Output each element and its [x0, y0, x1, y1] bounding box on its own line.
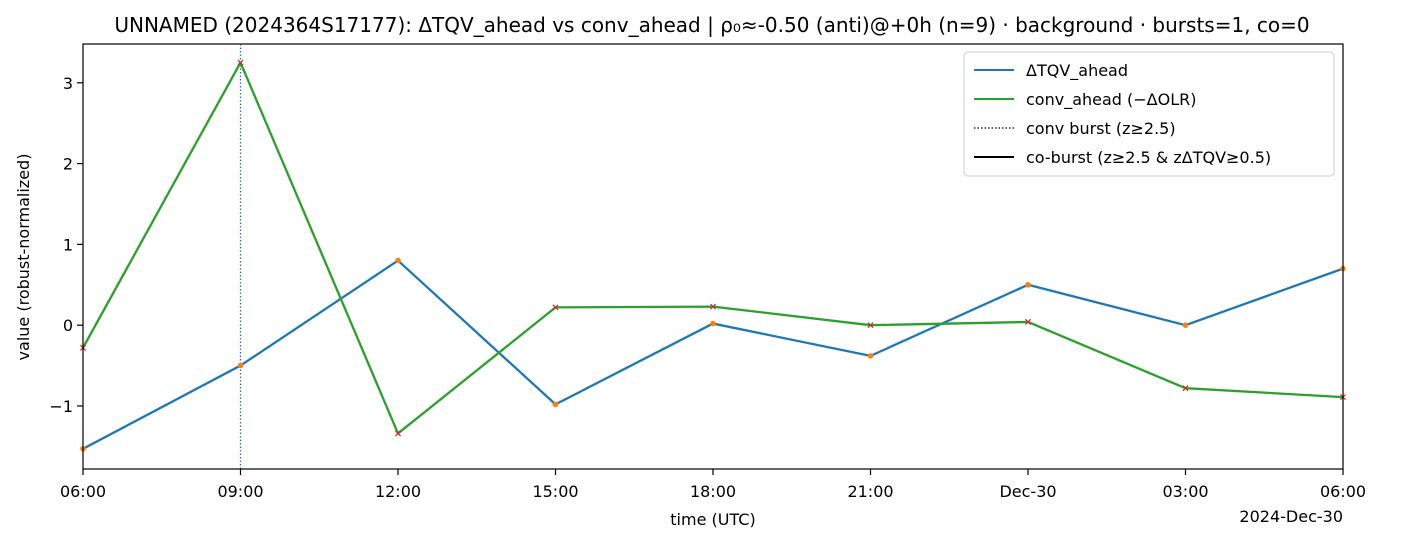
legend-label-2: conv burst (z≥2.5) [1026, 119, 1176, 138]
y-tick-label-0: −1 [49, 397, 73, 416]
point-stroke-b [394, 430, 402, 437]
legend-label-3: co-burst (z≥2.5 & zΔTQV≥0.5) [1026, 148, 1271, 167]
series-1-point-2 [394, 430, 402, 437]
series-1-point-7 [1182, 385, 1189, 392]
series-1-point-3 [552, 304, 559, 311]
point-stroke-b [1182, 385, 1189, 392]
y-axis-label: value (robust-normalized) [14, 154, 33, 361]
x-offset-label: 2024-Dec-30 [1239, 507, 1343, 526]
series-0-point-5 [867, 353, 874, 359]
x-tick-label-1: 09:00 [217, 482, 263, 501]
legend-box [963, 51, 1335, 177]
legend: ΔTQV_ahead conv_ahead (−ΔOLR) conv burst (… [963, 51, 1335, 177]
legend-label-1: conv_ahead (−ΔOLR) [1026, 90, 1197, 110]
series-1-point-4 [709, 303, 717, 310]
series-1-point-5 [867, 322, 874, 329]
x-tick-label-4: 18:00 [690, 482, 736, 501]
x-tick-label-6: Dec-30 [999, 482, 1056, 501]
y-tick-label-3: 2 [63, 155, 73, 174]
point-stroke-b [237, 59, 244, 66]
series-0-point-4 [710, 320, 716, 327]
x-tick-label-5: 21:00 [847, 482, 893, 501]
series-0-point-3 [552, 401, 559, 408]
plot-frame [82, 43, 1344, 470]
y-axis-ticks: −1 0 1 2 3 [49, 74, 83, 416]
plot-area [79, 44, 1347, 469]
x-tick-label-3: 15:00 [532, 482, 578, 501]
legend-label-0: ΔTQV_ahead [1026, 61, 1128, 81]
series-0-point-7 [1182, 322, 1189, 328]
series-0-point-2 [395, 257, 401, 264]
series-1-point-1 [237, 59, 244, 66]
series-1-point-6 [1024, 318, 1032, 325]
x-tick-label-8: 06:00 [1320, 482, 1366, 501]
y-tick-label-2: 1 [63, 235, 73, 254]
y-tick-label-1: 0 [63, 316, 73, 335]
y-tick-label-4: 3 [63, 74, 73, 93]
x-tick-label-7: 03:00 [1162, 482, 1208, 501]
x-tick-label-0: 06:00 [60, 482, 106, 501]
chart-title: UNNAMED (2024364S17177): ΔTQV_ahead vs c… [114, 13, 1309, 37]
series-line-0 [82, 259, 1344, 450]
point-stroke-b [552, 304, 559, 311]
point-stroke-b [709, 303, 717, 310]
point-stroke-b [867, 322, 874, 329]
x-tick-label-2: 12:00 [375, 482, 421, 501]
series-0-point-6 [1025, 281, 1031, 288]
x-axis-label: time (UTC) [670, 510, 755, 529]
point-stroke-b [1024, 318, 1032, 325]
x-axis-ticks: 06:00 09:00 12:00 15:00 18:00 21:00 Dec-30 03:0… [60, 469, 1366, 501]
series-0-point-1 [237, 362, 244, 369]
